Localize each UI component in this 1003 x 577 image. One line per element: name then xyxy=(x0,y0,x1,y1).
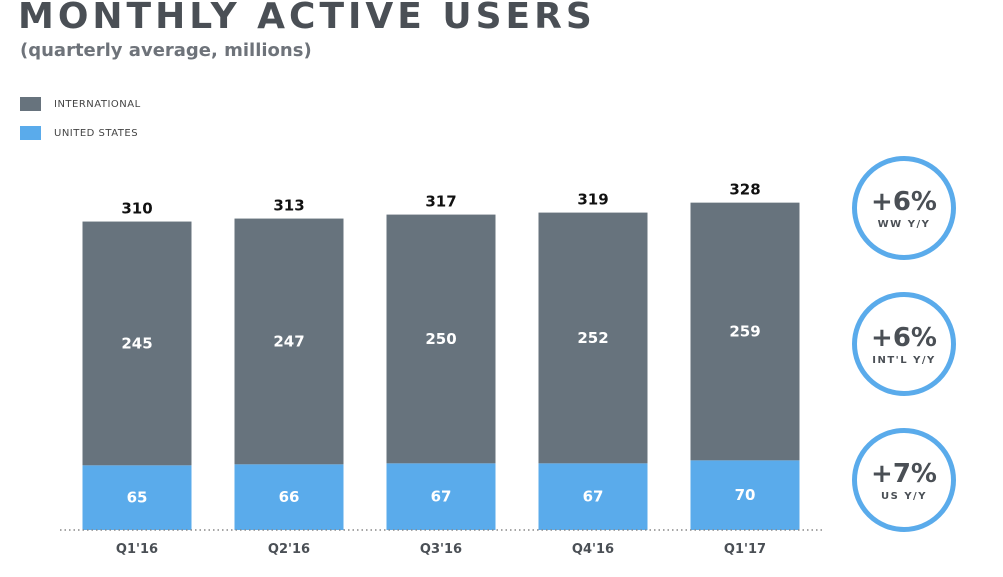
data-label-total: 319 xyxy=(577,191,608,209)
legend-swatch-international xyxy=(20,97,41,111)
bar-segment-international xyxy=(538,212,648,464)
growth-circle-us: +7% US Y/Y xyxy=(852,428,956,532)
legend-swatch-united-states xyxy=(20,126,41,140)
data-label-international: 250 xyxy=(425,330,456,348)
data-label-us: 70 xyxy=(735,486,756,504)
page-title: MONTHLY ACTIVE USERS xyxy=(18,0,596,37)
bar-segment-us xyxy=(538,463,648,530)
data-label-international: 245 xyxy=(121,334,152,352)
bar-segment-us xyxy=(234,464,344,530)
bar-segment-international xyxy=(386,214,496,464)
data-label-us: 67 xyxy=(583,488,604,506)
data-label-total: 317 xyxy=(425,193,456,211)
data-label-total: 310 xyxy=(121,200,152,218)
page-subtitle: (quarterly average, millions) xyxy=(20,40,312,61)
legend-label-international: INTERNATIONAL xyxy=(54,98,141,110)
bar-segment-international xyxy=(690,202,800,461)
x-tick-label: Q1'16 xyxy=(116,542,158,557)
growth-label-ww: WW Y/Y xyxy=(877,218,931,230)
x-tick-label: Q1'17 xyxy=(724,542,766,557)
bar-segment-us xyxy=(386,463,496,530)
x-tick-label: Q2'16 xyxy=(268,542,310,557)
legend-item-united-states: UNITED STATES xyxy=(20,126,138,140)
bar-segment-us xyxy=(82,465,192,530)
legend-item-international: INTERNATIONAL xyxy=(20,97,141,111)
growth-circle-intl: +6% INT'L Y/Y xyxy=(852,292,956,396)
growth-circle-ww: +6% WW Y/Y xyxy=(852,156,956,260)
bar-segment-international xyxy=(234,218,344,465)
bar-segment-international xyxy=(82,221,192,466)
growth-value-us: +7% xyxy=(871,458,937,489)
data-label-international: 259 xyxy=(729,322,760,340)
stacked-bar-chart: 65 245 310 Q1'16 66 247 313 Q2'16 67 250 317 Q3'16 6… xyxy=(60,181,822,557)
x-tick-label: Q4'16 xyxy=(572,542,614,557)
growth-label-us: US Y/Y xyxy=(881,490,927,502)
data-label-international: 252 xyxy=(577,329,608,347)
data-label-total: 328 xyxy=(729,181,760,199)
data-label-us: 66 xyxy=(279,488,300,506)
data-label-us: 65 xyxy=(127,489,148,507)
growth-value-intl: +6% xyxy=(871,322,937,353)
bar-segment-us xyxy=(690,460,800,530)
x-tick-label: Q3'16 xyxy=(420,542,462,557)
growth-value-ww: +6% xyxy=(871,186,937,217)
data-label-us: 67 xyxy=(431,488,452,506)
growth-label-intl: INT'L Y/Y xyxy=(872,354,936,366)
data-label-international: 247 xyxy=(273,332,304,350)
legend-label-united-states: UNITED STATES xyxy=(54,127,139,139)
data-label-total: 313 xyxy=(273,197,304,215)
